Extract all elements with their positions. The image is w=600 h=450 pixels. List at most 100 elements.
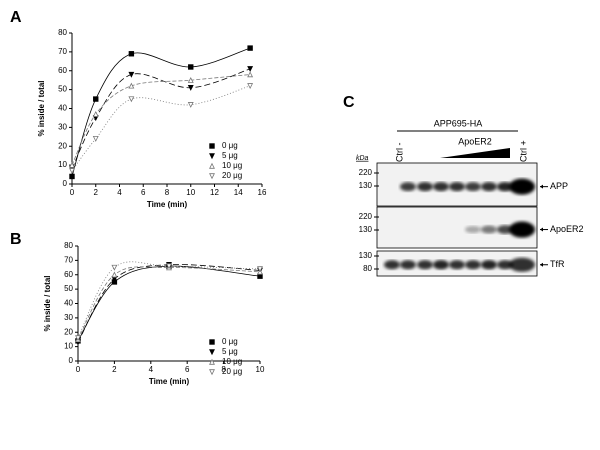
legend-marker	[209, 173, 215, 180]
y-tick-label: 50	[58, 85, 67, 94]
band	[509, 178, 535, 195]
legend-label: 0 μg	[222, 141, 238, 150]
y-tick-label: 20	[58, 141, 67, 150]
marker	[247, 45, 253, 51]
y-tick-label: 0	[69, 356, 74, 365]
panel-label: B	[10, 231, 22, 248]
panel-label: A	[10, 9, 22, 26]
marker	[92, 110, 99, 117]
marker	[69, 173, 75, 180]
marker	[75, 335, 81, 342]
y-axis-label: % inside / total	[43, 275, 52, 331]
x-tick-label: 8	[165, 188, 170, 197]
band	[384, 260, 400, 270]
legend-marker	[209, 339, 215, 345]
western-blot: C APP695-HA ApoER2 Ctrl - Ctrl + kDa 220…	[343, 94, 584, 277]
legend-marker	[209, 358, 215, 365]
arrow-head	[540, 262, 543, 267]
mw-marker: 220	[359, 212, 373, 221]
legend-label: 10 μg	[222, 357, 242, 366]
band	[433, 260, 449, 270]
legend-marker	[209, 369, 215, 376]
band	[400, 182, 416, 192]
marker	[257, 266, 263, 273]
x-axis-label: Time (min)	[149, 377, 190, 386]
x-tick-label: 4	[149, 365, 154, 374]
x-tick-label: 6	[141, 188, 146, 197]
x-tick-label: 0	[76, 365, 81, 374]
band	[465, 182, 481, 192]
band	[497, 181, 513, 192]
legend-marker	[209, 143, 215, 149]
band	[449, 182, 465, 192]
ctrl-neg-label: Ctrl -	[394, 143, 404, 163]
marker	[93, 96, 99, 102]
band-label: APP	[550, 181, 568, 191]
x-tick-label: 4	[117, 188, 122, 197]
legend-label: 20 μg	[222, 171, 242, 180]
band	[481, 182, 497, 192]
marker	[247, 71, 254, 78]
x-tick-label: 16	[258, 188, 267, 197]
marker	[128, 51, 135, 57]
y-tick-label: 30	[64, 313, 73, 322]
x-tick-label: 10	[186, 188, 195, 197]
marker	[128, 96, 135, 103]
y-tick-label: 40	[58, 104, 67, 113]
x-tick-label: 2	[94, 188, 99, 197]
gradient-wedge	[440, 148, 510, 158]
ctrl-pos-label: Ctrl +	[518, 140, 528, 162]
construct-label: APP695-HA	[434, 118, 483, 128]
band	[465, 225, 481, 234]
y-tick-label: 40	[64, 299, 73, 308]
x-tick-label: 14	[234, 188, 243, 197]
fit-line	[77, 265, 261, 342]
band	[497, 225, 513, 234]
y-tick-label: 80	[64, 241, 73, 250]
x-tick-label: 2	[112, 365, 117, 374]
marker	[247, 66, 254, 73]
marker	[69, 168, 75, 174]
marker	[92, 135, 99, 142]
legend-marker	[209, 349, 215, 356]
x-tick-label: 8	[221, 365, 226, 374]
band-label: ApoER2	[550, 224, 584, 234]
x-tick-label: 10	[256, 365, 265, 374]
x-tick-label: 12	[210, 188, 219, 197]
marker	[188, 64, 194, 70]
y-tick-label: 70	[64, 255, 73, 264]
x-axis-label: Time (min)	[147, 200, 188, 209]
legend-label: 10 μg	[222, 161, 242, 170]
marker	[247, 83, 254, 90]
gradient-label: ApoER2	[458, 136, 492, 146]
band	[400, 260, 416, 270]
legend-label: 5 μg	[222, 347, 238, 356]
mw-marker: 80	[363, 264, 372, 273]
band	[481, 225, 497, 234]
arrow-head	[540, 184, 543, 189]
marker	[166, 263, 172, 270]
y-tick-label: 60	[64, 270, 73, 279]
mw-marker: 130	[359, 225, 373, 234]
legend-label: 5 μg	[222, 151, 238, 160]
band	[497, 260, 513, 270]
fit-line	[77, 266, 261, 340]
band	[417, 182, 433, 192]
x-tick-label: 0	[70, 188, 75, 197]
marker	[128, 71, 135, 78]
band	[481, 260, 497, 270]
marker	[111, 264, 118, 271]
mw-marker: 130	[359, 181, 373, 190]
y-tick-label: 70	[58, 47, 67, 56]
marker	[111, 271, 118, 278]
band	[509, 221, 535, 238]
band	[465, 260, 481, 270]
marker	[257, 273, 263, 279]
band-label: TfR	[550, 259, 565, 269]
legend-label: 0 μg	[222, 337, 238, 346]
arrow-head	[540, 227, 543, 232]
marker	[187, 85, 194, 91]
marker	[128, 82, 135, 89]
unit-label: kDa	[356, 155, 369, 162]
